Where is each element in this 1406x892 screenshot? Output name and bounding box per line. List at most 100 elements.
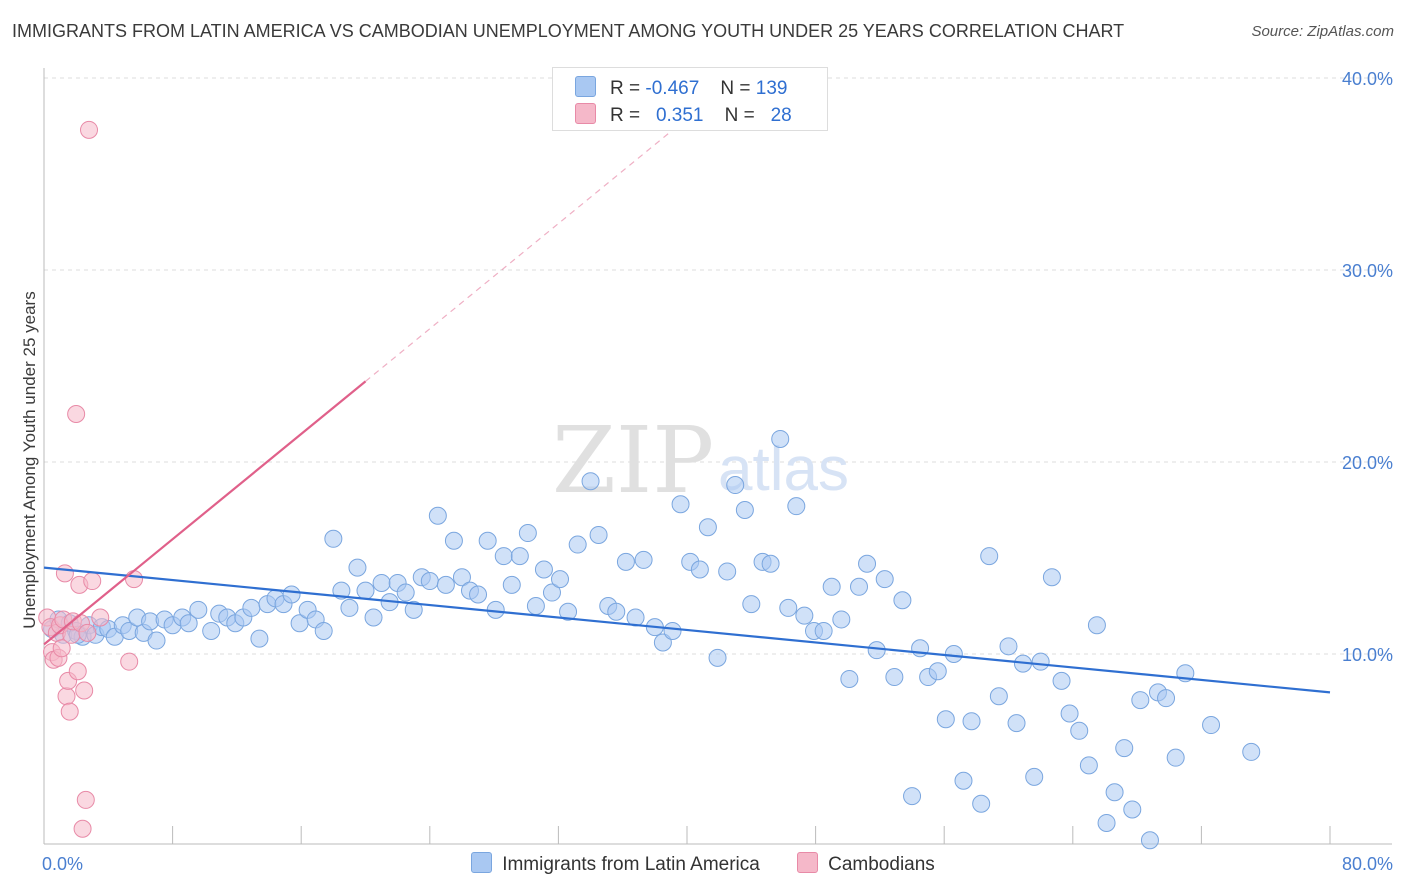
point-latin-america [518,524,537,543]
y-tick-label: 30.0% [1342,261,1393,281]
point-latin-america [989,687,1008,706]
point-latin-america [708,648,727,667]
point-latin-america [147,631,166,650]
point-latin-america [534,560,553,579]
point-latin-america [1131,691,1150,710]
point-latin-america [502,575,521,594]
point-latin-america [1166,748,1185,767]
point-latin-america [1157,689,1176,708]
point-latin-america [726,476,745,495]
point-cambodians [73,819,92,838]
trend-line-cambodians [43,380,367,646]
n-label: N = [720,78,751,99]
point-latin-america [444,531,463,550]
point-latin-america [885,668,904,687]
r-value: -0.467 [645,78,700,99]
point-latin-america [581,472,600,491]
point-cambodians [76,790,95,809]
point-latin-america [954,771,973,790]
point-latin-america [840,669,859,688]
point-cambodians [68,662,87,681]
point-latin-america [526,597,545,615]
point-latin-america [372,573,391,592]
point-cambodians [57,687,76,706]
point-cambodians [78,623,97,642]
trend-line-latin-america [43,566,1331,694]
chart-title: IMMIGRANTS FROM LATIN AMERICA VS CAMBODI… [12,21,1125,41]
r-label: R = [610,105,641,126]
n-value: 139 [755,78,788,99]
point-latin-america [944,645,963,663]
point-latin-america [494,547,513,566]
point-cambodians [120,652,139,671]
point-latin-america [1087,616,1106,635]
stats-swatch-latin-america [575,76,596,97]
point-latin-america [242,598,261,617]
stats-row-latin-america: R = -0.467 N = 139 [575,76,787,100]
point-latin-america [364,608,383,627]
point-latin-america [690,560,709,579]
point-latin-america [787,497,806,516]
point-latin-america [858,554,877,573]
point-latin-america [1031,652,1050,671]
point-latin-america [936,710,955,729]
point-latin-america [903,787,922,806]
x-tick-label: 0.0% [42,854,83,874]
point-latin-america [1097,813,1116,832]
legend-label: Immigrants from Latin America [502,854,760,875]
point-latin-america [999,637,1018,656]
point-latin-america [698,518,717,537]
point-latin-america [1105,783,1124,802]
point-cambodians [75,681,94,700]
point-latin-america [420,572,439,591]
tick-labels: 10.0% 20.0% 30.0% 40.0% 0.0% 80.0% [42,69,1393,874]
point-cambodians [52,639,71,658]
point-latin-america [616,552,635,571]
point-latin-america [832,610,851,629]
point-latin-america [542,583,561,602]
point-cambodians [125,570,144,589]
point-cambodians [80,120,99,139]
n-value: 28 [770,105,792,126]
point-latin-america [663,621,682,640]
y-tick-label: 20.0% [1342,453,1393,473]
point-latin-america [314,621,333,640]
point-latin-america [1140,831,1159,850]
point-latin-america [436,575,455,594]
point-latin-america [478,531,497,550]
point-latin-america [814,621,833,640]
n-label: N = [724,105,755,126]
stats-swatch-cambodians [575,103,596,124]
point-latin-america [452,568,471,587]
legend-item-latin-america[interactable]: Immigrants from Latin America [471,852,760,876]
trend-lines [43,117,1331,694]
point-latin-america [893,591,912,610]
axes [43,68,1392,845]
point-latin-america [867,641,886,660]
r-label: R = [610,78,641,99]
point-latin-america [735,501,754,519]
point-latin-america [742,595,761,614]
point-latin-america [795,606,814,625]
point-latin-america [1123,800,1142,819]
point-cambodians [60,702,79,721]
point-cambodians [91,608,110,627]
point-latin-america [1079,756,1098,775]
point-latin-america [551,570,570,589]
data-points [38,120,1261,850]
legend-item-cambodians[interactable]: Cambodians [797,852,935,876]
series-legend: Immigrants from Latin America Cambodians [0,852,1406,876]
point-latin-america [779,598,798,617]
point-latin-america [1242,742,1261,761]
stats-row-cambodians: R = 0.351 N = 28 [575,103,792,127]
point-latin-america [589,525,608,544]
gridlines [44,77,1392,655]
trend-line-cambodians-extrapolated [365,117,688,382]
point-latin-america [404,600,423,619]
point-latin-america [332,581,351,600]
x-tick-label: 80.0% [1342,854,1393,874]
point-latin-america [875,570,894,589]
point-latin-america [340,598,359,617]
point-latin-america [653,633,672,652]
